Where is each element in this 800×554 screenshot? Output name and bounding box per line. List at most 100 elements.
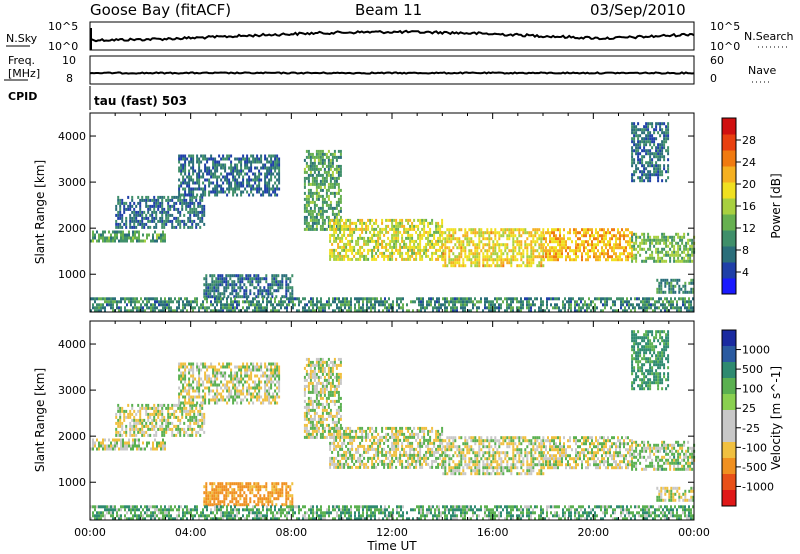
echo-cell	[269, 286, 272, 290]
echo-cell	[106, 239, 108, 243]
echo-cell	[147, 207, 150, 211]
echo-cell	[456, 306, 458, 310]
echo-cell	[534, 297, 536, 301]
echo-cell	[186, 401, 189, 405]
echo-cell	[278, 157, 281, 161]
echo-cell	[331, 248, 334, 252]
echo-cell	[632, 303, 634, 307]
echo-cell	[644, 300, 646, 304]
echo-cell	[189, 418, 192, 422]
echo-cell	[246, 178, 249, 182]
echo-cell	[345, 245, 348, 249]
echo-cell	[454, 243, 457, 247]
echo-cell	[643, 137, 646, 141]
echo-cell	[631, 137, 634, 141]
echo-cell	[456, 240, 459, 244]
noise-sky-series	[89, 29, 695, 43]
echo-cell	[388, 306, 390, 310]
echo-cell	[211, 289, 214, 293]
echo-cell	[260, 172, 263, 176]
echo-cell	[167, 198, 170, 202]
echo-cell	[226, 309, 228, 313]
echo-cell	[204, 395, 207, 399]
echo-cell	[285, 280, 288, 284]
echo-cell	[649, 122, 652, 126]
echo-cell	[444, 237, 447, 241]
echo-cell	[138, 239, 140, 243]
echo-cell	[146, 306, 148, 310]
echo-cell	[512, 246, 515, 250]
echo-cell	[215, 277, 218, 281]
echo-cell	[110, 444, 112, 448]
echo-cell	[178, 166, 181, 170]
echo-cell	[349, 218, 352, 222]
echo-cell	[329, 179, 332, 183]
echo-cell	[573, 231, 575, 235]
echo-cell	[242, 362, 245, 366]
echo-cell	[321, 152, 324, 156]
echo-cell	[401, 251, 404, 255]
echo-cell	[141, 219, 144, 223]
echo-cell	[315, 227, 318, 231]
echo-cell	[220, 187, 223, 191]
echo-cell	[363, 221, 366, 225]
echo-cell	[212, 190, 215, 194]
echo-cell	[258, 175, 261, 179]
echo-cell	[230, 389, 233, 393]
echo-cell	[486, 264, 489, 268]
echo-cell	[153, 403, 156, 407]
echo-cell	[633, 149, 636, 153]
echo-cell	[307, 164, 310, 168]
echo-cell	[171, 204, 174, 208]
echo-cell	[242, 392, 245, 396]
echo-cell	[306, 309, 308, 313]
echo-cell	[391, 248, 394, 252]
echo-cell	[633, 244, 636, 248]
echo-cell	[407, 227, 410, 231]
echo-cell	[234, 389, 237, 393]
echo-cell	[419, 242, 422, 246]
echo-cell	[143, 222, 146, 226]
echo-cell	[180, 362, 183, 366]
echo-cell	[239, 283, 242, 287]
echo-cell	[403, 227, 406, 231]
echo-cell	[688, 300, 690, 304]
echo-cell	[649, 241, 652, 245]
echo-cell	[212, 166, 215, 170]
echo-cell	[276, 193, 279, 197]
echo-cell	[358, 309, 360, 313]
echo-cell	[331, 242, 334, 246]
echo-cell	[685, 247, 688, 251]
echo-cell	[229, 292, 232, 296]
echo-cell	[649, 179, 652, 183]
echo-cell	[625, 246, 627, 250]
echo-cell	[291, 292, 294, 296]
echo-cell	[508, 297, 510, 301]
echo-cell	[665, 241, 668, 245]
echo-cell	[364, 309, 366, 313]
echo-cell	[333, 224, 336, 228]
echo-cell	[139, 418, 142, 422]
echo-cell	[313, 215, 316, 219]
echo-cell	[532, 246, 535, 250]
echo-cell	[273, 289, 276, 293]
echo-cell	[536, 237, 539, 241]
echo-cell	[646, 300, 648, 304]
echo-cell	[220, 309, 222, 313]
echo-cell	[253, 286, 256, 290]
echo-cell	[340, 306, 342, 310]
echo-cell	[149, 198, 152, 202]
echo-cell	[397, 227, 400, 231]
echo-cell	[125, 430, 128, 434]
echo-cell	[379, 242, 382, 246]
echo-cell	[216, 193, 219, 197]
echo-cell	[313, 209, 316, 213]
echo-cell	[210, 309, 212, 313]
echo-cell	[325, 176, 328, 180]
echo-cell	[120, 297, 122, 301]
echo-cell	[305, 197, 308, 201]
echo-cell	[486, 306, 488, 310]
echo-cell	[532, 234, 535, 238]
echo-cell	[270, 157, 273, 161]
echo-cell	[510, 234, 513, 238]
